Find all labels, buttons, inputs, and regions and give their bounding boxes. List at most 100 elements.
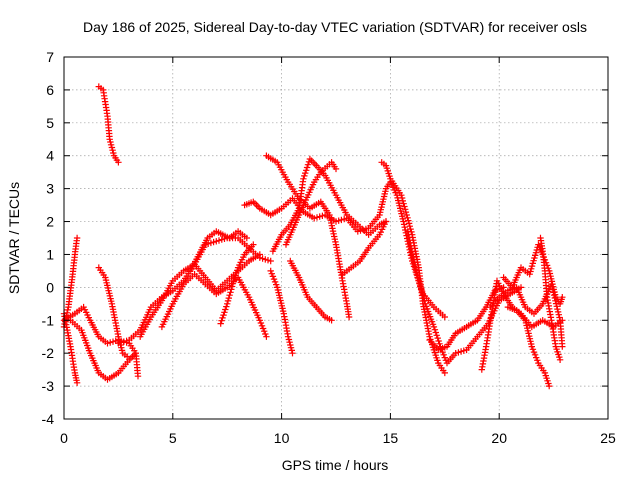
x-tick-label: 20 — [491, 430, 507, 446]
data-point — [267, 257, 274, 265]
x-tick-label: 5 — [169, 430, 177, 446]
data-point — [107, 339, 114, 346]
data-point — [549, 286, 556, 293]
data-point — [546, 382, 553, 390]
data-point — [257, 319, 265, 327]
y-tick-label: 0 — [46, 279, 54, 295]
series-track-18 — [339, 218, 390, 278]
data-point — [534, 357, 541, 364]
data-point — [123, 353, 131, 360]
data-point — [223, 303, 230, 310]
data-point — [107, 138, 114, 146]
data-point — [531, 351, 539, 358]
data-point — [434, 334, 441, 342]
data-point — [405, 217, 412, 224]
data-point — [229, 280, 237, 287]
data-point — [224, 300, 231, 307]
y-tick-label: -4 — [42, 411, 55, 427]
series-track-15 — [282, 159, 340, 248]
data-point — [382, 218, 390, 225]
data-point — [273, 281, 280, 288]
data-point — [250, 241, 257, 248]
data-point — [301, 172, 308, 180]
data-point — [302, 169, 309, 177]
data-point — [221, 309, 228, 316]
data-point — [132, 350, 139, 357]
data-point — [225, 294, 232, 302]
data-point — [224, 297, 232, 305]
series-track-11 — [187, 228, 250, 275]
data-point — [417, 286, 425, 293]
data-point — [420, 294, 427, 302]
data-point — [436, 340, 443, 347]
y-tick-label: -1 — [42, 312, 55, 328]
data-point — [263, 333, 270, 340]
data-point — [120, 338, 127, 345]
data-point — [442, 357, 450, 364]
data-point — [401, 203, 408, 210]
data-point — [227, 289, 234, 296]
data-point — [218, 317, 225, 324]
data-point — [228, 283, 236, 290]
x-tick-label: 10 — [274, 430, 290, 446]
y-tick-label: 7 — [46, 49, 54, 65]
series-track-17 — [287, 257, 335, 324]
data-point — [345, 313, 353, 321]
series-track-14 — [269, 155, 390, 255]
data-point — [400, 200, 407, 207]
data-point — [418, 289, 426, 296]
data-point — [289, 350, 296, 357]
series-track-26 — [537, 234, 564, 363]
x-tick-label: 25 — [600, 430, 616, 446]
y-tick-label: 3 — [46, 181, 54, 197]
data-point — [328, 317, 335, 324]
series-track-16 — [267, 267, 296, 357]
data-point — [551, 294, 558, 302]
data-point — [406, 223, 413, 230]
y-tick-label: 5 — [46, 115, 54, 131]
data-point — [288, 347, 295, 354]
y-tick-label: 2 — [46, 214, 54, 230]
data-point — [115, 159, 122, 166]
x-axis-label: GPS time / hours — [282, 457, 389, 473]
data-point — [419, 292, 426, 299]
data-point — [402, 208, 410, 216]
data-point — [544, 296, 551, 304]
series-track-3 — [95, 83, 122, 166]
data-point — [431, 326, 439, 333]
data-point — [286, 339, 293, 346]
series-track-10 — [217, 241, 257, 327]
data-point — [303, 167, 310, 174]
data-point — [435, 337, 442, 345]
data-point — [311, 215, 318, 222]
data-point — [217, 320, 224, 327]
data-point — [430, 323, 438, 331]
data-point — [559, 294, 566, 301]
data-point — [440, 351, 447, 358]
data-point — [304, 161, 312, 168]
data-point — [432, 329, 439, 336]
data-point — [416, 280, 423, 287]
y-axis: -4 -3 -2 -1 0 1 2 3 4 5 6 7 — [42, 49, 608, 427]
data-point — [404, 214, 411, 221]
data-point — [222, 306, 229, 313]
x-axis: 0 5 10 15 20 25 — [60, 57, 616, 446]
data-point — [421, 297, 428, 305]
data-point — [552, 297, 559, 304]
y-tick-label: 6 — [46, 82, 54, 98]
series-track-25 — [504, 303, 553, 390]
data-point — [556, 356, 564, 363]
data-point — [228, 286, 235, 293]
y-tick-label: -3 — [42, 378, 55, 394]
y-tick-label: 4 — [46, 148, 54, 164]
data-point — [415, 277, 422, 284]
data-point — [73, 379, 81, 386]
data-point — [261, 328, 268, 335]
data-point — [134, 373, 142, 380]
data-point — [529, 346, 537, 353]
data-point — [109, 147, 116, 154]
data-point — [441, 369, 448, 377]
y-tick-label: 1 — [46, 246, 54, 262]
data-point — [115, 333, 122, 340]
